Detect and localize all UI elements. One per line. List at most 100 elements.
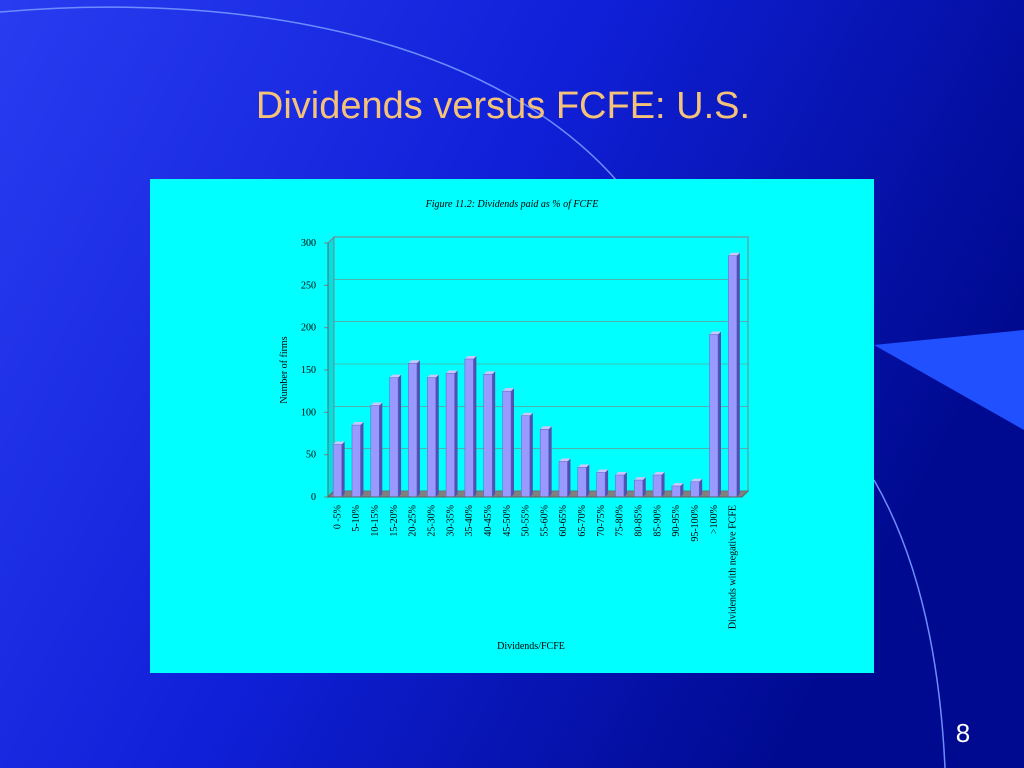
bar-top	[408, 360, 420, 364]
x-tick-label: 65-70%	[577, 505, 588, 537]
bar-side	[398, 374, 402, 497]
bar	[351, 424, 361, 498]
bar-side	[473, 355, 477, 497]
bar	[652, 474, 662, 498]
plot: 0 50 100 150 200 250 300 0 -5% 5-10% 10-15% 15-20%…	[301, 235, 750, 629]
x-tick-label: 90-95%	[671, 505, 682, 537]
x-tick-label: 50-55%	[521, 505, 532, 537]
bar	[332, 444, 342, 498]
bar	[521, 415, 531, 498]
bar	[728, 255, 738, 498]
bar	[370, 405, 380, 498]
y-tick-label: 100	[301, 407, 316, 418]
bar-side	[529, 412, 533, 497]
bar-side	[379, 402, 383, 497]
bar-side	[511, 388, 515, 497]
bar-side	[605, 469, 609, 497]
y-tick-label: 0	[311, 492, 316, 503]
chart-title: Figure 11.2: Dividends paid as % of FCFE	[425, 199, 599, 210]
bar-side	[642, 477, 646, 497]
bar-side	[586, 464, 590, 497]
y-tick-label: 150	[301, 365, 316, 376]
bar	[408, 362, 418, 498]
x-tick-label: 95-100%	[690, 505, 701, 542]
page-number: 8	[956, 718, 970, 748]
bar-top	[446, 370, 458, 374]
bar-side	[416, 360, 420, 497]
bar	[464, 358, 474, 498]
x-tick-label: 25-30%	[427, 505, 438, 537]
bar-top	[709, 331, 722, 335]
bar-top	[634, 477, 646, 481]
bar-top	[728, 252, 740, 256]
x-tick-label: 15-20%	[389, 505, 400, 537]
x-tick-label: Dividends with negative FCFE	[728, 505, 739, 629]
y-tick-label: 250	[301, 280, 316, 291]
bar	[709, 334, 719, 498]
bar	[427, 377, 436, 498]
bar	[389, 377, 399, 498]
bar	[615, 474, 625, 498]
x-tick-label: 30-35%	[445, 505, 456, 537]
bar-top	[577, 464, 590, 468]
bar-side	[567, 458, 571, 497]
y-tick-label: 200	[301, 323, 316, 334]
bar	[483, 373, 493, 498]
bar-side	[360, 422, 364, 497]
bar-top	[464, 355, 477, 359]
x-axis-title: Dividends/FCFE	[497, 641, 565, 652]
bar-side	[341, 441, 345, 497]
bar-side	[661, 471, 665, 497]
bar-top	[690, 478, 703, 482]
x-tick-label: 70-75%	[596, 505, 607, 537]
x-tick-label: 75-80%	[615, 505, 626, 537]
bar-top	[558, 458, 571, 462]
y-tick-label: 300	[301, 238, 316, 249]
x-tick-label: 20-25%	[408, 505, 419, 537]
x-tick-label: >100%	[709, 505, 720, 534]
bar-side	[548, 426, 552, 497]
bar-top	[521, 412, 533, 416]
bar-top	[653, 471, 665, 475]
bar	[445, 373, 455, 498]
bar-top	[596, 469, 609, 473]
decor-curve	[873, 479, 946, 768]
x-tick-label: 5-10%	[351, 505, 362, 532]
bar-side	[680, 482, 684, 497]
bar	[634, 479, 643, 498]
x-tick-label: 55-60%	[539, 505, 550, 537]
bar-top	[615, 471, 627, 475]
x-tick-label: 60-65%	[558, 505, 569, 537]
y-tick-label: 50	[306, 450, 316, 461]
decor-shape	[874, 330, 1024, 430]
bar-top	[671, 482, 684, 486]
bar	[596, 472, 606, 498]
slide-title: Dividends versus FCFE: U.S.	[256, 85, 750, 127]
x-tick-label: 45-50%	[502, 505, 513, 537]
bar-side	[435, 374, 439, 497]
bar-side	[718, 331, 722, 497]
bar-top	[351, 422, 364, 426]
bar-side	[699, 478, 703, 497]
bar	[558, 461, 568, 498]
bar-side	[623, 471, 627, 497]
bar	[671, 485, 681, 498]
bar-side	[736, 252, 740, 497]
bar-top	[540, 426, 552, 430]
bar-side	[454, 370, 458, 497]
x-tick-label: 0 -5%	[332, 505, 343, 529]
bar-top	[389, 374, 402, 378]
x-tick-label: 40-45%	[483, 505, 494, 537]
decor-curve	[0, 6, 641, 211]
bar	[577, 467, 587, 498]
bar	[690, 481, 700, 498]
y-axis-title: Number of firms	[279, 336, 290, 403]
bar-side	[492, 371, 496, 497]
bar-top	[427, 374, 439, 378]
x-tick-label: 85-90%	[652, 505, 663, 537]
bar-top	[333, 441, 345, 445]
x-tick-label: 80-85%	[634, 505, 645, 537]
bar	[539, 429, 549, 498]
